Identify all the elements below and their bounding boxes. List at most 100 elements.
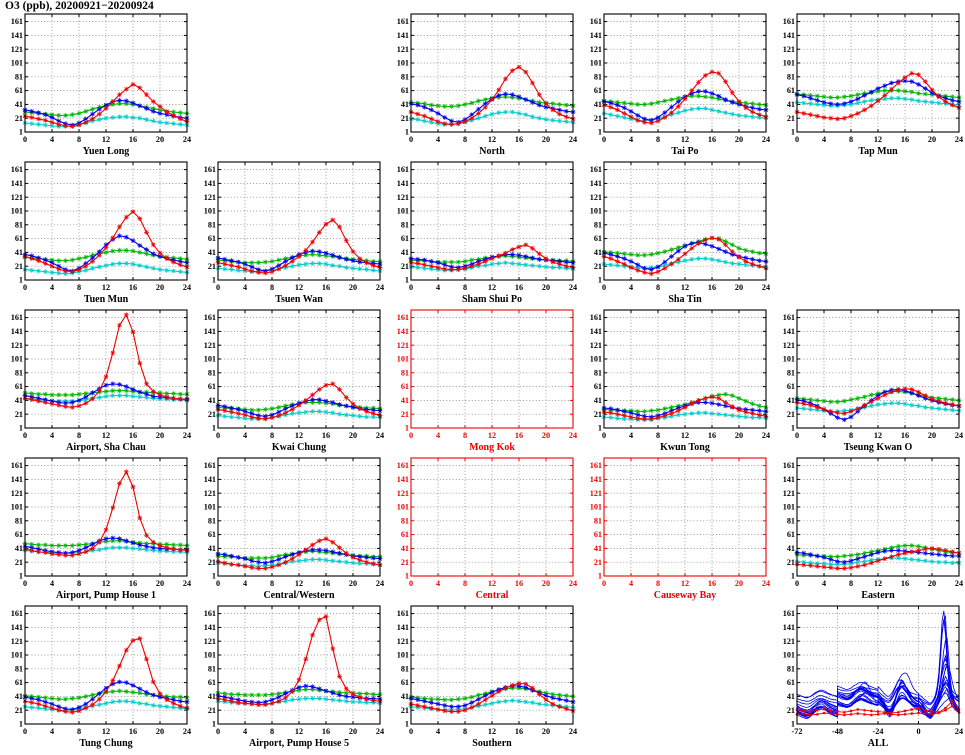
chart-title: Tseung Kwan O xyxy=(844,442,913,453)
y-tick-label: 1 xyxy=(791,424,795,433)
y-tick-label: 1 xyxy=(791,128,795,137)
y-tick-label: 101 xyxy=(783,355,795,364)
chart-cell-tung_chung: 1 21 41 61 81 101 121 141 161 0 4 8 12 16 20 24 Tung Chu… xyxy=(0,602,193,750)
y-tick-label: 41 xyxy=(15,544,23,553)
y-tick-label: 1 xyxy=(598,572,602,581)
y-tick-label: 121 xyxy=(590,341,602,350)
x-tick-label: 0 xyxy=(23,135,27,144)
y-tick-label: 141 xyxy=(783,327,795,336)
x-tick-label: 16 xyxy=(129,579,137,588)
y-tick-label: 21 xyxy=(401,558,409,567)
x-tick-label: 4 xyxy=(243,579,247,588)
y-tick-label: 161 xyxy=(397,17,409,26)
y-tick-label: 21 xyxy=(208,410,216,419)
y-tick-label: 41 xyxy=(401,544,409,553)
y-tick-label: 161 xyxy=(590,165,602,174)
x-tick-label: 0 xyxy=(216,283,220,292)
y-tick-label: 81 xyxy=(208,368,216,377)
chart-grid: 1 21 41 61 81 101 121 141 161 0 4 8 12 16 20 24 Yuen Lon… xyxy=(0,10,965,750)
x-tick-label: 20 xyxy=(542,283,550,292)
y-tick-label: 21 xyxy=(15,114,23,123)
chart-cell-yuen_long: 1 21 41 61 81 101 121 141 161 0 4 8 12 16 20 24 Yuen Lon… xyxy=(0,10,193,158)
x-tick-label: -24 xyxy=(873,727,884,736)
chart-title: Southern xyxy=(472,738,512,749)
x-tick-label: 16 xyxy=(322,579,330,588)
chart-title: Tuen Mun xyxy=(84,294,129,305)
y-tick-label: 121 xyxy=(397,193,409,202)
x-tick-label: 20 xyxy=(156,431,164,440)
x-tick-label: 16 xyxy=(129,283,137,292)
x-tick-label: 12 xyxy=(102,579,110,588)
x-tick-label: -48 xyxy=(832,727,843,736)
x-tick-label: 24 xyxy=(762,579,770,588)
x-tick-label: 12 xyxy=(488,431,496,440)
y-tick-label: 161 xyxy=(11,313,23,322)
y-tick-label: 41 xyxy=(208,248,216,257)
x-tick-label: 24 xyxy=(376,579,384,588)
x-tick-label: 12 xyxy=(874,135,882,144)
x-tick-label: 20 xyxy=(349,283,357,292)
y-tick-label: 61 xyxy=(787,86,795,95)
y-tick-label: 141 xyxy=(783,31,795,40)
y-tick-label: 81 xyxy=(15,220,23,229)
chart-title: Eastern xyxy=(861,590,895,601)
x-tick-label: 4 xyxy=(436,579,440,588)
y-tick-label: 101 xyxy=(11,59,23,68)
y-tick-label: 61 xyxy=(401,530,409,539)
y-tick-label: 41 xyxy=(401,100,409,109)
x-tick-label: 4 xyxy=(50,727,54,736)
y-tick-label: 81 xyxy=(401,516,409,525)
y-tick-label: 1 xyxy=(405,276,409,285)
y-tick-label: 61 xyxy=(401,382,409,391)
y-tick-label: 81 xyxy=(594,72,602,81)
x-tick-label: 0 xyxy=(23,283,27,292)
y-tick-label: 1 xyxy=(598,128,602,137)
x-tick-label: 0 xyxy=(916,727,920,736)
x-tick-label: 0 xyxy=(795,579,799,588)
x-tick-label: 0 xyxy=(602,283,606,292)
x-tick-label: 20 xyxy=(156,727,164,736)
y-tick-label: 161 xyxy=(397,461,409,470)
x-tick-label: 12 xyxy=(488,579,496,588)
y-tick-label: 101 xyxy=(11,355,23,364)
x-tick-label: 0 xyxy=(23,727,27,736)
y-tick-label: 101 xyxy=(204,651,216,660)
x-tick-label: 8 xyxy=(77,283,81,292)
y-tick-label: 41 xyxy=(787,544,795,553)
y-tick-label: 41 xyxy=(594,248,602,257)
x-tick-label: 8 xyxy=(656,135,660,144)
y-tick-label: 1 xyxy=(791,572,795,581)
y-tick-label: 21 xyxy=(787,114,795,123)
x-tick-label: 4 xyxy=(822,135,826,144)
chart-cell-sham_shui_po: 1 21 41 61 81 101 121 141 161 0 4 8 12 16 20 24 Sham Shu… xyxy=(386,158,579,306)
y-tick-label: 141 xyxy=(783,623,795,632)
x-tick-label: 12 xyxy=(102,727,110,736)
y-tick-label: 141 xyxy=(590,327,602,336)
y-tick-label: 21 xyxy=(401,262,409,271)
y-tick-label: 21 xyxy=(15,262,23,271)
y-tick-label: 61 xyxy=(787,530,795,539)
y-tick-label: 21 xyxy=(401,706,409,715)
x-tick-label: 24 xyxy=(762,283,770,292)
x-tick-label: 20 xyxy=(156,283,164,292)
empty-cell xyxy=(772,158,965,306)
y-tick-label: 161 xyxy=(397,313,409,322)
x-tick-label: 12 xyxy=(874,431,882,440)
chart-title: Tung Chung xyxy=(79,738,132,749)
x-tick-label: 20 xyxy=(735,283,743,292)
y-tick-label: 121 xyxy=(590,193,602,202)
y-tick-label: 121 xyxy=(11,193,23,202)
y-tick-label: 41 xyxy=(15,396,23,405)
y-tick-label: 161 xyxy=(11,609,23,618)
x-tick-label: 12 xyxy=(295,579,303,588)
x-tick-label: 20 xyxy=(735,579,743,588)
y-tick-label: 41 xyxy=(787,100,795,109)
x-tick-label: 0 xyxy=(409,431,413,440)
x-tick-label: 24 xyxy=(955,727,963,736)
x-tick-label: 4 xyxy=(629,579,633,588)
y-tick-label: 141 xyxy=(11,327,23,336)
y-tick-label: 21 xyxy=(787,558,795,567)
